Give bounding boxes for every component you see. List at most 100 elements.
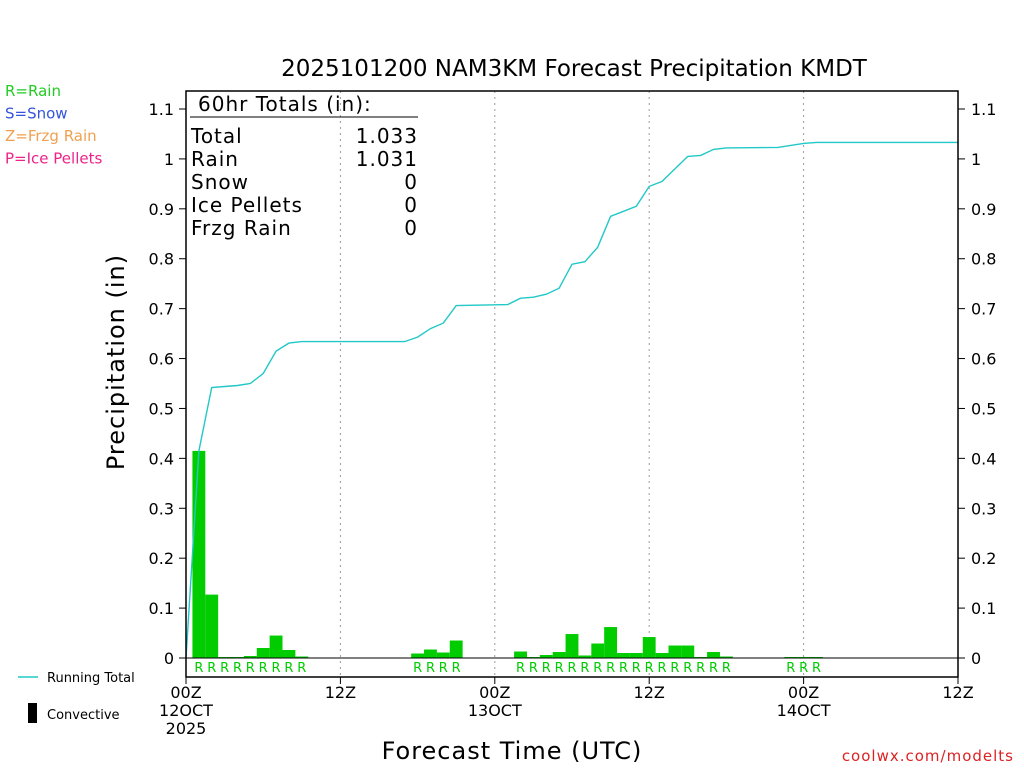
totals-row-value-1: 1.031 xyxy=(356,147,418,171)
legend-type-2: Z=Frzg Rain xyxy=(5,127,97,145)
precip-type-label-32: R xyxy=(812,661,821,676)
precip-bar-15 xyxy=(539,655,553,658)
precip-bar-23 xyxy=(642,637,656,658)
precip-type-label-27: R xyxy=(696,661,705,676)
ytick-right-label-11: 1.1 xyxy=(971,100,996,119)
precip-type-label-0: R xyxy=(194,661,203,676)
series-legend: Running Total Convective xyxy=(18,671,135,723)
precip-bar-26 xyxy=(681,645,695,658)
precip-type-label-22: R xyxy=(632,661,641,676)
legend-type-3: P=Ice Pellets xyxy=(5,150,102,168)
xtick-label-3-0: 12Z xyxy=(634,683,665,702)
precip-bar-13 xyxy=(514,651,527,658)
xtick-label-1-0: 12Z xyxy=(325,683,356,702)
ytick-left-label-1: 0.1 xyxy=(149,599,174,618)
running-total-line xyxy=(185,141,958,659)
totals-row-label-3: Ice Pellets xyxy=(191,193,303,217)
ytick-right-label-5: 0.5 xyxy=(971,399,996,418)
precip-type-label-31: R xyxy=(799,661,808,676)
xtick-label-0-0: 00Z xyxy=(170,683,201,702)
precip-type-label-17: R xyxy=(567,661,576,676)
x-axis-label: Forecast Time (UTC) xyxy=(382,737,643,765)
precip-bars xyxy=(192,450,823,658)
precip-type-label-25: R xyxy=(670,661,679,676)
precip-type-label-10: R xyxy=(426,661,435,676)
precip-type-legend: R=Rain S=Snow Z=Frzg Rain P=Ice Pellets xyxy=(5,82,102,168)
precip-type-label-1: R xyxy=(207,661,216,676)
y-axis-label: Precipitation (in) xyxy=(102,254,130,470)
ytick-left-label-2: 0.2 xyxy=(149,549,174,568)
ytick-right-label-0: 0 xyxy=(971,649,981,668)
y-axis-ticks: 0 00.1 0.10.2 0.20.3 0.30.4 0.40.5 0.50.6 0.60.… xyxy=(149,100,997,668)
totals-row-value-4: 0 xyxy=(404,216,418,240)
totals-row-value-0: 1.033 xyxy=(356,124,418,148)
credit-text: coolwx.com/modelts xyxy=(842,747,1014,765)
precip-bar-12 xyxy=(449,640,463,658)
precip-type-label-4: R xyxy=(246,661,255,676)
ytick-left-label-4: 0.4 xyxy=(149,449,174,468)
precip-bar-5 xyxy=(256,648,270,658)
precip-bar-7 xyxy=(282,650,296,658)
xtick-label-0-1: 12OCT xyxy=(159,701,213,720)
totals-row-value-2: 0 xyxy=(404,170,418,194)
precip-bar-21 xyxy=(617,653,630,658)
legend-type-1: S=Snow xyxy=(5,105,68,123)
ytick-left-label-6: 0.6 xyxy=(149,350,174,369)
precip-type-label-5: R xyxy=(259,661,268,676)
ytick-left-label-10: 1 xyxy=(164,150,174,169)
precip-bar-20 xyxy=(604,627,618,658)
ytick-right-label-6: 0.6 xyxy=(971,350,996,369)
legend-convective-label: Convective xyxy=(47,708,120,723)
totals-row-label-2: Snow xyxy=(191,170,249,194)
precip-type-label-6: R xyxy=(272,661,281,676)
xtick-label-2-0: 00Z xyxy=(479,683,510,702)
precip-type-label-23: R xyxy=(645,661,654,676)
totals-row-label-4: Frzg Rain xyxy=(191,216,292,240)
precip-type-label-11: R xyxy=(439,661,448,676)
legend-convective-swatch xyxy=(28,703,37,723)
precip-bar-22 xyxy=(629,653,643,658)
precip-bar-18 xyxy=(578,655,592,658)
ytick-left-label-8: 0.8 xyxy=(149,250,174,269)
precip-type-label-7: R xyxy=(284,661,293,676)
precip-bar-8 xyxy=(295,656,309,658)
precip-type-label-29: R xyxy=(722,661,731,676)
totals-box: 60hr Totals (in): Total 1.033 Rain 1.031 Snow… xyxy=(190,92,418,240)
precip-type-label-12: R xyxy=(452,661,461,676)
precip-bar-1 xyxy=(205,594,219,658)
ytick-right-label-10: 1 xyxy=(971,150,981,169)
precip-type-label-18: R xyxy=(580,661,589,676)
plot-frame xyxy=(185,90,959,678)
precip-type-label-8: R xyxy=(297,661,306,676)
ytick-left-label-3: 0.3 xyxy=(149,499,174,518)
precip-type-label-19: R xyxy=(593,661,602,676)
totals-row-label-1: Rain xyxy=(191,147,239,171)
totals-heading: 60hr Totals (in): xyxy=(198,92,372,116)
precip-bar-4 xyxy=(243,656,257,658)
precip-type-label-13: R xyxy=(516,661,525,676)
precip-type-label-9: R xyxy=(413,661,422,676)
precip-type-label-14: R xyxy=(529,661,538,676)
precip-bar-29 xyxy=(719,656,733,658)
precip-bar-6 xyxy=(269,635,283,658)
xtick-label-4-0: 00Z xyxy=(788,683,819,702)
ytick-left-label-9: 0.9 xyxy=(149,200,174,219)
precip-bar-19 xyxy=(591,643,605,658)
precip-type-label-21: R xyxy=(619,661,628,676)
ytick-right-label-7: 0.7 xyxy=(971,300,996,319)
ytick-left-label-0: 0 xyxy=(164,649,174,668)
precip-bar-10 xyxy=(424,649,437,658)
precip-type-label-24: R xyxy=(658,661,667,676)
ytick-right-label-9: 0.9 xyxy=(971,200,996,219)
ytick-right-label-4: 0.4 xyxy=(971,449,996,468)
precip-type-label-20: R xyxy=(606,661,615,676)
xtick-label-0-2: 2025 xyxy=(166,719,207,738)
precip-type-label-16: R xyxy=(555,661,564,676)
precip-bar-0 xyxy=(192,450,206,658)
grid-lines xyxy=(339,91,805,677)
totals-row-label-0: Total xyxy=(190,124,243,148)
ytick-right-label-8: 0.8 xyxy=(971,250,996,269)
